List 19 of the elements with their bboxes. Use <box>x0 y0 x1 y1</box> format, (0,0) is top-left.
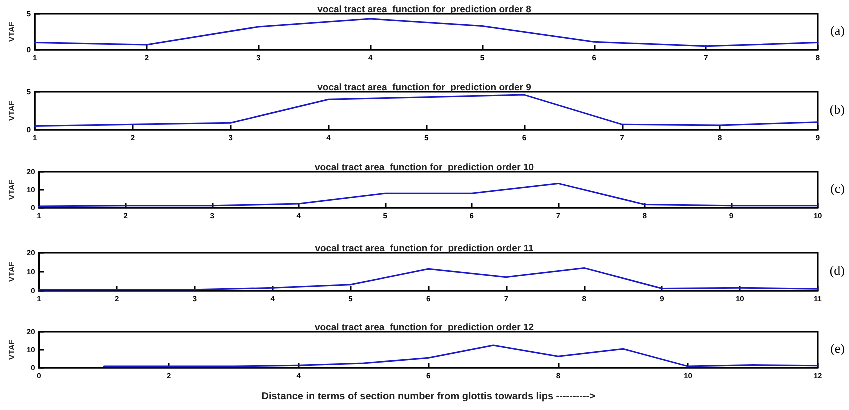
line-series <box>103 344 819 368</box>
y-axis-title: VTAF <box>8 262 16 282</box>
chart-title: vocal tract area function for prediction order 10 <box>314 162 534 174</box>
text: (d) <box>830 263 846 278</box>
text: (b) <box>830 102 846 117</box>
text: (e) <box>830 341 846 356</box>
text: (c) <box>830 181 846 196</box>
y-axis-title: VTAF <box>8 22 16 42</box>
line-series <box>34 94 819 127</box>
chart-title: vocal tract area function for prediction order 12 <box>314 322 534 334</box>
text: (a) <box>830 23 846 38</box>
chart-title: vocal tract area function for prediction order 11 <box>315 244 534 254</box>
y-axis-title: VTAF <box>8 100 16 122</box>
x-axis-title: Distance in terms of section number from glottis towards lips ----------> <box>262 392 596 402</box>
line-series <box>34 18 819 48</box>
y-axis-title: VTAF <box>8 340 16 360</box>
y-axis-title: VTAF <box>8 180 16 200</box>
chart-title: vocal tract area function for prediction order 8 <box>318 4 532 16</box>
chart-title: vocal tract area function for prediction order 9 <box>318 82 532 94</box>
